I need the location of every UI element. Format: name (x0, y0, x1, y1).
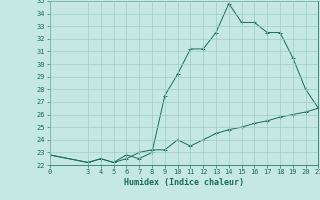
X-axis label: Humidex (Indice chaleur): Humidex (Indice chaleur) (124, 178, 244, 187)
